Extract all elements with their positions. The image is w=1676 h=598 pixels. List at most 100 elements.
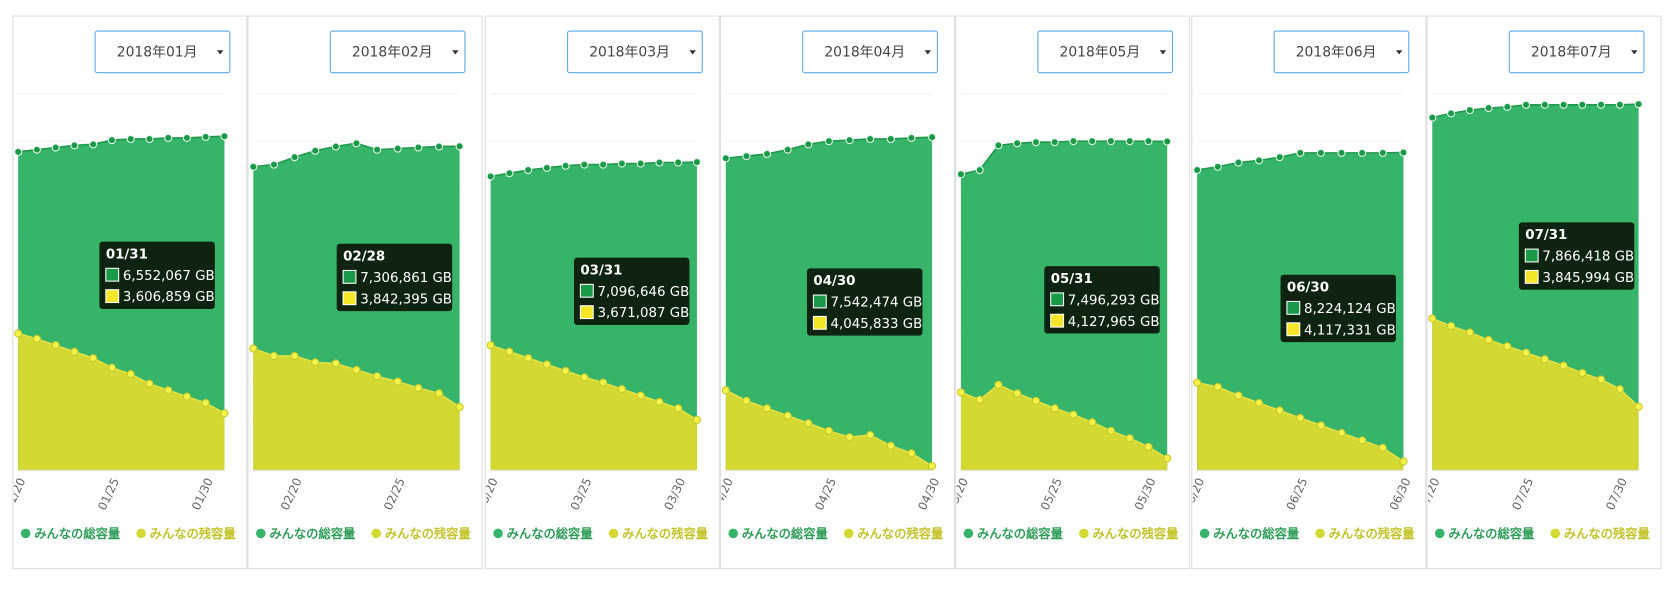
data-point	[1050, 404, 1059, 413]
data-point	[1428, 113, 1437, 122]
data-point	[331, 142, 340, 151]
month-select[interactable]: 2018年07月	[1508, 30, 1645, 74]
data-point	[89, 140, 98, 149]
data-point	[311, 146, 320, 155]
data-point	[742, 152, 751, 161]
legend-label: みんなの総容量	[742, 526, 828, 541]
data-point	[956, 170, 965, 179]
data-point	[1578, 100, 1587, 109]
data-point	[1597, 375, 1606, 384]
data-point	[692, 415, 701, 424]
data-point	[866, 431, 875, 440]
data-point	[599, 378, 608, 387]
data-point	[1234, 158, 1243, 167]
data-point	[1634, 402, 1643, 411]
legend-label: みんなの残容量	[622, 526, 708, 541]
data-point	[866, 134, 875, 144]
data-point	[70, 347, 79, 356]
month-select[interactable]: 2018年02月	[329, 30, 466, 74]
tooltip-swatch	[1524, 269, 1539, 284]
data-point	[70, 141, 79, 150]
data-point	[1144, 137, 1153, 146]
tooltip-title: 01/31	[106, 247, 148, 262]
data-point	[956, 388, 965, 397]
data-point	[269, 160, 279, 169]
tooltip-swatch	[1050, 313, 1065, 328]
data-point	[290, 153, 299, 162]
data-point	[201, 398, 210, 408]
month-select[interactable]: 2018年05月	[1037, 30, 1174, 74]
tooltip-box	[1280, 274, 1396, 343]
data-point	[1163, 137, 1172, 146]
tooltip-box	[573, 257, 690, 325]
select-arrow	[216, 50, 224, 55]
month-select[interactable]: 2018年06月	[1273, 30, 1410, 74]
data-point	[249, 162, 258, 171]
select-label: 2018年06月	[1296, 44, 1377, 60]
data-point	[201, 132, 210, 141]
data-point	[1106, 137, 1116, 146]
tooltip-box	[1044, 266, 1160, 334]
data-point	[455, 142, 464, 151]
data-point	[599, 160, 608, 169]
data-point	[783, 145, 792, 154]
data-point	[1275, 153, 1284, 162]
data-point	[1031, 138, 1040, 147]
data-point	[1213, 162, 1222, 171]
tooltip-swatch	[342, 291, 357, 306]
data-point	[373, 372, 382, 381]
data-point	[1522, 348, 1531, 357]
tooltip-title: 06/30	[1287, 281, 1329, 296]
legend-marker	[20, 528, 31, 539]
data-point	[1144, 442, 1153, 451]
data-point	[1559, 100, 1568, 109]
month-select[interactable]: 2018年01月	[94, 30, 231, 74]
data-point	[721, 386, 730, 395]
data-point	[352, 139, 361, 148]
data-point	[580, 373, 589, 382]
data-point	[1013, 139, 1022, 148]
data-point	[352, 365, 361, 374]
legend-label: みんなの残容量	[1329, 526, 1415, 541]
data-point	[1069, 410, 1078, 419]
month-select[interactable]: 2018年03月	[567, 30, 703, 74]
data-point	[1465, 106, 1474, 115]
data-point	[107, 363, 117, 372]
select-box	[802, 30, 938, 74]
select-label: 2018年04月	[824, 44, 905, 60]
data-point	[107, 136, 117, 145]
data-point	[674, 158, 683, 167]
data-point	[89, 354, 98, 363]
legend-label: みんなの総容量	[1448, 526, 1534, 541]
data-point	[524, 354, 533, 363]
tooltip-swatch	[812, 294, 827, 309]
data-point	[561, 161, 570, 170]
tooltip-box	[807, 268, 923, 336]
data-point	[220, 132, 229, 141]
data-point	[455, 402, 464, 412]
data-point	[393, 377, 402, 386]
data-point	[249, 344, 258, 353]
select-label: 2018年03月	[589, 44, 670, 60]
tooltip-value: 3,842,395 GB	[360, 292, 452, 307]
data-point	[1254, 156, 1264, 165]
data-point	[269, 351, 279, 361]
data-point	[145, 379, 154, 388]
data-point	[311, 358, 320, 367]
data-point	[692, 158, 701, 167]
data-point	[1615, 385, 1624, 394]
data-point	[1615, 100, 1624, 109]
data-point	[1540, 100, 1549, 109]
data-point	[1465, 328, 1474, 337]
data-point	[542, 360, 551, 369]
data-point	[1316, 421, 1325, 430]
tooltip-value: 8,224,124 GB	[1304, 302, 1396, 317]
month-select[interactable]: 2018年04月	[802, 30, 938, 74]
data-point	[1213, 382, 1222, 392]
legend-marker	[728, 528, 739, 539]
